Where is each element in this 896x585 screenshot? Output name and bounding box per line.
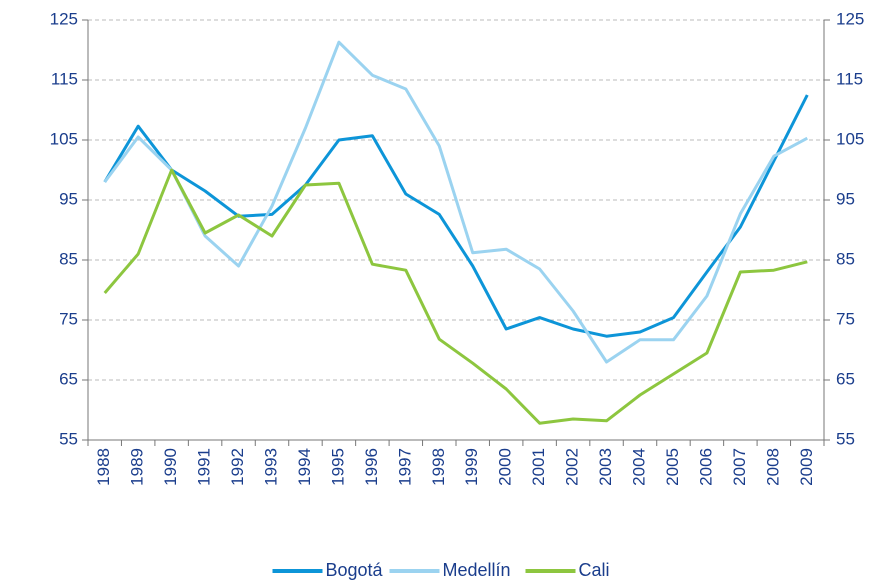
y2-tick-label: 105	[836, 129, 864, 148]
y-tick-label: 75	[59, 309, 78, 328]
x-tick-label: 1990	[161, 448, 180, 486]
x-tick-label: 1991	[195, 448, 214, 486]
y-tick-label: 105	[50, 129, 78, 148]
y-tick-label: 95	[59, 189, 78, 208]
legend-label: Bogotá	[326, 560, 384, 580]
x-tick-label: 1996	[362, 448, 381, 486]
line-series	[103, 168, 808, 425]
x-tick-label: 2001	[529, 448, 548, 486]
x-tick-label: 2008	[763, 448, 782, 486]
legend-item: Medellín	[389, 560, 511, 580]
x-tick-label: 1998	[429, 448, 448, 486]
y2-tick-label: 65	[836, 369, 855, 388]
y-tick-label: 55	[59, 429, 78, 448]
legend-item: Cali	[525, 560, 610, 580]
x-tick-label: 2007	[730, 448, 749, 486]
x-tick-label: 1997	[395, 448, 414, 486]
x-tick-label: 2004	[629, 448, 648, 486]
x-tick-label: 2005	[663, 448, 682, 486]
y-tick-label: 85	[59, 249, 78, 268]
x-tick-label: 2006	[696, 448, 715, 486]
y-tick-label: 125	[50, 9, 78, 28]
y2-tick-label: 125	[836, 9, 864, 28]
line-series	[103, 94, 809, 338]
x-tick-label: 1989	[128, 448, 147, 486]
x-tick-label: 1995	[328, 448, 347, 486]
x-tick-label: 2003	[596, 448, 615, 486]
x-tick-label: 1999	[462, 448, 481, 486]
x-tick-label: 2009	[797, 448, 816, 486]
y-tick-label: 115	[51, 69, 78, 88]
legend-label: Medellín	[443, 560, 511, 580]
y2-tick-label: 115	[836, 69, 863, 88]
y-tick-label: 65	[59, 369, 78, 388]
x-tick-label: 2000	[496, 448, 515, 486]
x-tick-label: 2002	[563, 448, 582, 486]
x-tick-label: 1988	[94, 448, 113, 486]
x-tick-label: 1994	[295, 448, 314, 486]
line-series	[103, 40, 808, 364]
y2-tick-label: 95	[836, 189, 855, 208]
x-tick-label: 1993	[261, 448, 280, 486]
y2-tick-label: 85	[836, 249, 855, 268]
legend-label: Cali	[579, 560, 610, 580]
y2-tick-label: 75	[836, 309, 855, 328]
x-tick-label: 1992	[228, 448, 247, 486]
y2-tick-label: 55	[836, 429, 855, 448]
legend-item: Bogotá	[272, 560, 384, 580]
